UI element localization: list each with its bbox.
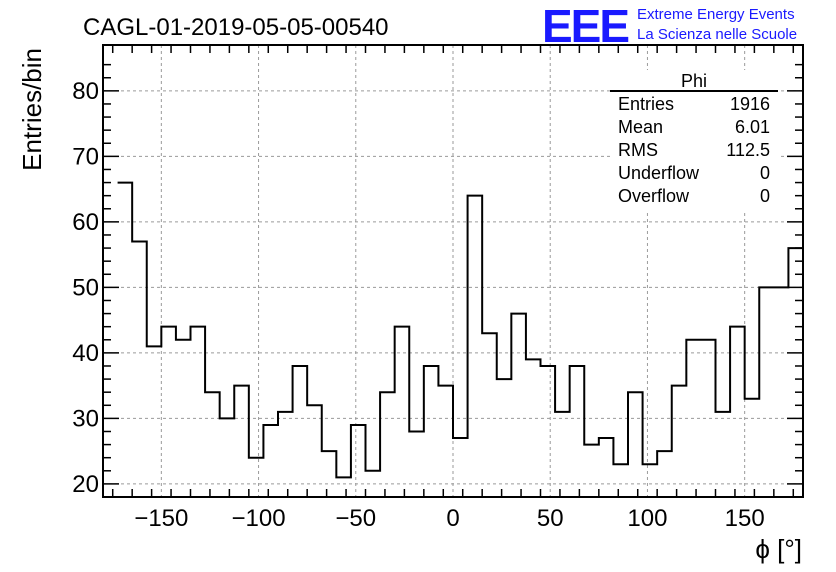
y-tick-labels: 20 30 40 50 60 70 80 [72, 78, 99, 498]
stats-row-value: 0 [760, 186, 770, 206]
stats-row-value: 112.5 [726, 140, 770, 160]
run-title: CAGL-01-2019-05-05-00540 [83, 14, 389, 41]
y-tick-label: 40 [72, 340, 99, 367]
stats-title: Phi [681, 71, 707, 91]
y-tick-label: 60 [72, 209, 99, 236]
x-tick-labels: −150 −100 −50 0 50 100 150 [134, 505, 764, 532]
x-tick-label: 0 [446, 505, 459, 532]
x-tick-label: −100 [232, 505, 286, 532]
stats-row-value: 6.01 [735, 117, 770, 137]
stats-row-label: Entries [618, 94, 674, 114]
x-tick-label: 100 [627, 505, 667, 532]
stats-row: Overflow 0 [618, 186, 770, 206]
histogram-line [117, 181, 803, 479]
logo-line-2: La Scienza nelle Scuole [637, 26, 797, 43]
x-tick-label: −150 [134, 505, 188, 532]
stats-box: Phi Entries 1916 Mean 6.01 RMS 112.5 Underflow… [610, 70, 778, 210]
x-tick-label: 150 [725, 505, 765, 532]
x-tick-label: 50 [537, 505, 564, 532]
stats-row-value: 1916 [730, 94, 770, 114]
stats-row-label: Underflow [618, 163, 700, 183]
stats-row-label: Overflow [618, 186, 690, 206]
stats-box-background [610, 70, 778, 210]
y-axis-label: Entries/bin [17, 48, 47, 171]
axis-ticks [103, 45, 803, 497]
y-tick-label: 30 [72, 405, 99, 432]
eee-logo: EEE Extreme Energy Events La Scienza nel… [542, 0, 797, 52]
stats-row-label: Mean [618, 117, 663, 137]
y-tick-label: 70 [72, 143, 99, 170]
x-tick-label: −50 [335, 505, 376, 532]
y-tick-label: 50 [72, 274, 99, 301]
logo-text: EEE [542, 0, 628, 52]
stats-row: RMS 112.5 [618, 140, 770, 160]
y-tick-label: 20 [72, 471, 99, 498]
y-tick-label: 80 [72, 78, 99, 105]
logo-line-1: Extreme Energy Events [637, 6, 795, 23]
stats-row-label: RMS [618, 140, 658, 160]
stats-row: Underflow 0 [618, 163, 770, 183]
x-axis-label: ϕ [°] [755, 534, 802, 564]
stats-row: Entries 1916 [618, 94, 770, 114]
stats-row: Mean 6.01 [618, 117, 770, 137]
stats-row-value: 0 [760, 163, 770, 183]
plot-frame [102, 44, 804, 498]
